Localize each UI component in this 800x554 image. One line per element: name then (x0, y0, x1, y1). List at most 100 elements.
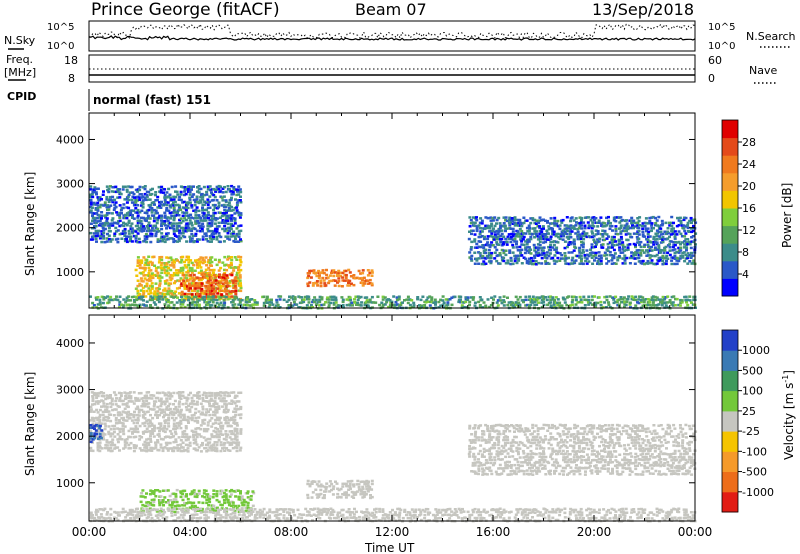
echo-cell-0 (96, 232, 100, 235)
echo-cell-4 (628, 301, 632, 304)
echo-cell-0 (213, 217, 217, 220)
echo-cell-5 (625, 219, 628, 222)
echo-cell-5 (475, 242, 479, 246)
echo-cell-0 (226, 421, 230, 425)
echo-cell-0 (96, 207, 100, 210)
echo-cell-1 (163, 496, 167, 499)
echo-cell-5 (533, 218, 537, 222)
echo-cell-4 (518, 295, 522, 299)
echo-cell-0 (107, 425, 111, 428)
echo-cell-1 (190, 267, 194, 270)
echo-cell-1 (190, 295, 194, 298)
echo-cell-0 (167, 419, 171, 422)
echo-cell-1 (165, 489, 168, 492)
echo-cell-4 (318, 295, 322, 299)
echo-cell-1 (239, 492, 242, 495)
echo-cell-5 (688, 240, 691, 244)
echo-cell-0 (232, 186, 236, 189)
echo-cell-0 (188, 435, 192, 439)
echo-cell-0 (147, 234, 151, 238)
echo-cell-2 (337, 495, 341, 499)
echo-cell-0 (118, 430, 122, 434)
echo-cell-0 (230, 441, 234, 445)
echo-cell-5 (585, 249, 589, 252)
echo-cell-1 (219, 492, 223, 496)
echo-cell-4 (279, 295, 283, 298)
echo-cell-0 (119, 399, 123, 403)
echo-cell-4 (142, 299, 145, 302)
echo-cell-2 (193, 289, 197, 292)
echo-cell-4 (423, 304, 427, 307)
echo-cell-0 (205, 450, 209, 453)
echo-cell-0 (114, 408, 118, 411)
echo-cell-4 (594, 305, 597, 309)
echo-cell-4 (511, 301, 515, 304)
echo-cell-0 (110, 219, 114, 222)
echo-cell-1 (156, 274, 160, 277)
echo-cell-0 (224, 190, 228, 194)
echo-cell-1 (169, 292, 173, 295)
echo-cell-0 (197, 446, 201, 449)
echo-cell-2 (337, 488, 341, 492)
echo-cell-0 (177, 225, 181, 228)
echo-cell-1 (202, 290, 206, 293)
echo-cell-0 (136, 224, 140, 227)
echo-cell-0 (112, 430, 116, 434)
echo-cell-0 (211, 413, 215, 417)
echo-cell-5 (634, 251, 638, 254)
echo-cell-1 (203, 260, 207, 264)
echo-cell-5 (479, 245, 483, 249)
echo-cell-0 (107, 211, 111, 215)
echo-cell-1 (252, 491, 256, 495)
echo-cell-0 (170, 214, 174, 218)
echo-cell-5 (632, 221, 636, 224)
echo-cell-0 (210, 217, 214, 220)
echo-cell-0 (194, 430, 198, 434)
echo-cell-5 (579, 219, 583, 222)
echo-cell-5 (536, 235, 540, 238)
echo-cell-0 (182, 200, 186, 204)
echo-cell-0 (89, 446, 93, 450)
echo-cell-4 (482, 301, 486, 304)
echo-cell-5 (538, 243, 542, 247)
echo-cell-1 (167, 287, 171, 290)
echo-cell-5 (605, 257, 608, 260)
echo-cell-0 (237, 224, 241, 228)
echo-cell-0 (102, 231, 106, 235)
echo-cell-1 (176, 259, 179, 262)
echo-cell-5 (592, 234, 596, 238)
echo-cell-0 (235, 421, 239, 425)
echo-cell-5 (636, 217, 640, 220)
echo-cell-0 (133, 410, 136, 414)
echo-cell-1 (153, 290, 157, 293)
echo-cell-1 (158, 501, 162, 504)
echo-cell-0 (131, 430, 135, 434)
echo-cell-1 (157, 499, 161, 502)
echo-cell-5 (520, 224, 524, 228)
echo-cell-0 (167, 425, 171, 428)
echo-cell-1 (197, 492, 201, 495)
echo-cell-5 (621, 248, 625, 251)
echo-cell-4 (348, 296, 352, 299)
echo-cell-5 (598, 262, 601, 266)
echo-cell-0 (109, 195, 112, 199)
echo-cell-0 (125, 411, 129, 414)
echo-cell-0 (93, 186, 97, 189)
echo-cell-0 (165, 203, 169, 207)
echo-cell-4 (594, 304, 598, 307)
echo-cell-4 (212, 298, 216, 301)
echo-cell-5 (545, 251, 549, 254)
echo-cell-5 (578, 256, 582, 259)
echo-cell-0 (136, 430, 140, 434)
echo-cell-5 (654, 222, 658, 225)
echo-cell-4 (502, 300, 506, 304)
echo-cell-1 (183, 501, 186, 505)
echo-cell-0 (237, 240, 241, 243)
echo-cell-5 (580, 251, 584, 255)
echo-cell-0 (139, 391, 143, 395)
echo-cell-5 (518, 218, 522, 222)
echo-cell-4 (327, 306, 331, 309)
echo-cell-0 (174, 427, 177, 431)
echo-cell-0 (188, 417, 192, 420)
echo-cell-5 (547, 232, 551, 235)
